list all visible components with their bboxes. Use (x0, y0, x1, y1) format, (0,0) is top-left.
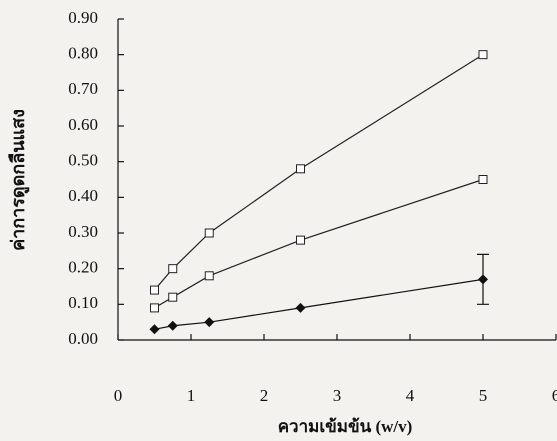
data-point (479, 176, 487, 184)
data-point (479, 51, 487, 59)
series-line (155, 55, 484, 290)
data-point (205, 272, 213, 280)
y-tick-label: 0.50 (68, 151, 98, 170)
data-point (168, 321, 178, 331)
x-tick-label: 5 (479, 386, 488, 405)
x-tick-label: 3 (333, 386, 342, 405)
x-tick-label: 2 (260, 386, 269, 405)
y-tick-label: 0.10 (68, 293, 98, 312)
y-tick-label: 0.00 (68, 329, 98, 348)
y-tick-label: 0.40 (68, 186, 98, 205)
y-tick-label: 0.80 (68, 44, 98, 63)
y-tick-label: 0.90 (68, 8, 98, 27)
data-point (151, 286, 159, 294)
y-axis-label: ค่าการดูดกลืนแสง (8, 109, 30, 251)
y-tick-label: 0.20 (68, 258, 98, 277)
data-point (478, 274, 488, 284)
x-tick-label: 4 (406, 386, 415, 405)
data-point (150, 324, 160, 334)
series-line (155, 279, 484, 329)
data-point (296, 303, 306, 313)
y-tick-label: 0.30 (68, 222, 98, 241)
x-axis-label: ความเข้มข้น (w/v) (278, 417, 413, 436)
data-point (151, 304, 159, 312)
data-point (297, 236, 305, 244)
x-tick-label: 0 (114, 386, 123, 405)
data-point (204, 317, 214, 327)
data-point (205, 229, 213, 237)
y-tick-label: 0.70 (68, 79, 98, 98)
data-point (169, 265, 177, 273)
data-point (297, 165, 305, 173)
chart: ความเข้มข้น (w/v) ค่าการดูดกลืนแสง 0.00 0… (0, 0, 557, 441)
x-tick-label: 6 (552, 386, 557, 405)
data-point (169, 293, 177, 301)
x-tick-label: 1 (187, 386, 196, 405)
series-line (155, 180, 484, 308)
y-tick-label: 0.60 (68, 115, 98, 134)
